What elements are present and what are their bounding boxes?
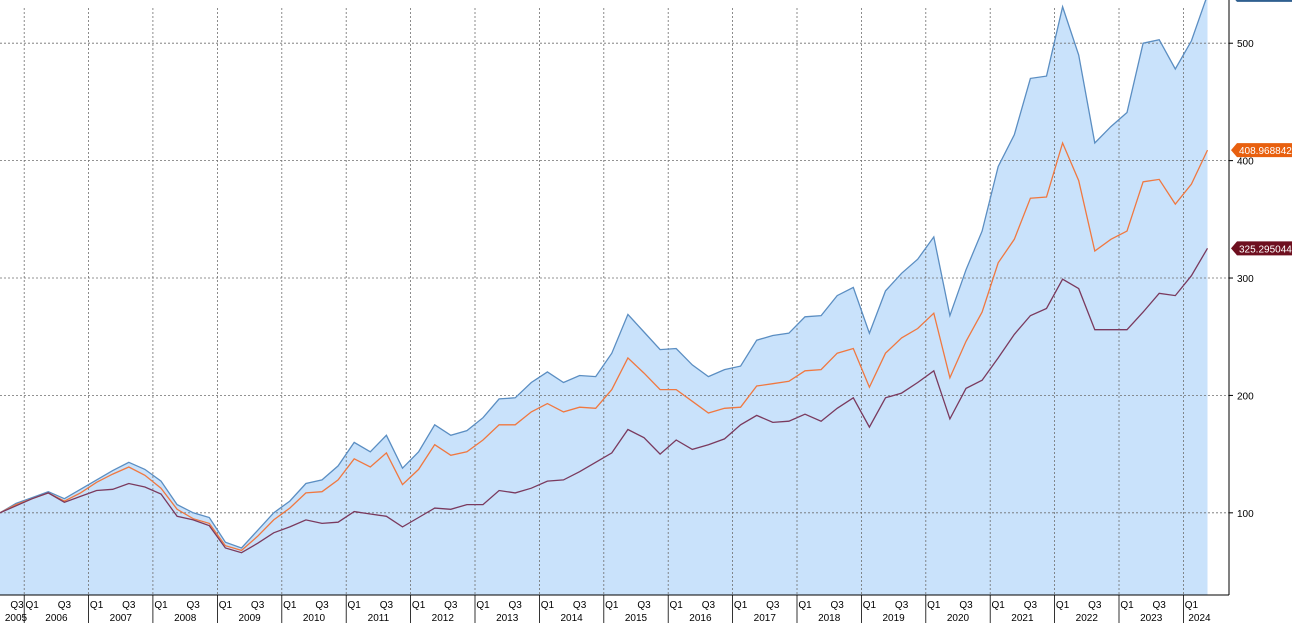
x-year-label: 2007 [110, 613, 133, 623]
x-quarter-label: Q3 [895, 600, 909, 611]
x-quarter-label: Q3 [251, 600, 265, 611]
series-1-line [0, 0, 1207, 549]
x-year-label: 2020 [947, 613, 970, 623]
area-fill-layer [0, 0, 1208, 595]
x-quarter-label: Q1 [476, 600, 490, 611]
x-quarter-label: Q1 [283, 600, 297, 611]
x-quarter-label: Q1 [219, 600, 233, 611]
x-quarter-label: Q1 [927, 600, 941, 611]
x-year-label: 2010 [303, 613, 326, 623]
y-tick-label: 200 [1237, 391, 1254, 402]
x-quarter-label: Q3 [702, 600, 716, 611]
last-value-badge [1231, 241, 1292, 256]
y-tick-label: 100 [1237, 509, 1254, 520]
series-2-line [0, 141, 1209, 552]
y-tick-label: 300 [1237, 274, 1254, 285]
x-quarter-label: Q1 [154, 600, 168, 611]
x-year-label: 2022 [1076, 613, 1099, 623]
last-value-labels: 541.165466 408.968842 325.295044 [1231, 0, 1292, 256]
grid-layer [0, 8, 1229, 595]
last-value-text: 541.165466 [1239, 0, 1292, 2]
x-quarter-label: Q1 [412, 600, 426, 611]
x-year-label: 2011 [368, 613, 390, 623]
x-year-label: 2017 [754, 613, 777, 623]
x-quarter-label: Q3 [1153, 600, 1167, 611]
x-year-label: 2006 [45, 613, 68, 623]
x-quarter-label: Q3 [766, 600, 780, 611]
last-value-text: 408.968842 [1239, 146, 1292, 157]
y-tick-label: 400 [1237, 157, 1254, 168]
x-quarter-label: Q1 [734, 600, 748, 611]
series-lines [0, 0, 1209, 554]
x-quarter-label: Q3 [509, 600, 523, 611]
series-1-area [0, 0, 1208, 595]
series-3-line [0, 247, 1209, 554]
x-year-label: 2018 [818, 613, 841, 623]
x-year-label: 2021 [1011, 613, 1034, 623]
x-quarter-label: Q3 [831, 600, 845, 611]
x-quarter-label: Q1 [605, 600, 619, 611]
x-quarter-label: Q1 [1056, 600, 1070, 611]
x-year-label: 2013 [496, 613, 519, 623]
x-quarter-label: Q1 [26, 600, 40, 611]
x-quarter-label: Q1 [1120, 600, 1134, 611]
x-quarter-label: Q3 [58, 600, 72, 611]
x-quarter-label: Q3 [10, 600, 24, 611]
x-year-label: 2008 [174, 613, 197, 623]
x-quarter-label: Q3 [637, 600, 651, 611]
x-quarter-label: Q1 [541, 600, 555, 611]
x-year-label: 2015 [625, 613, 648, 623]
x-quarter-label: Q3 [1024, 600, 1038, 611]
x-quarter-label: Q3 [187, 600, 201, 611]
x-quarter-label: Q3 [315, 600, 329, 611]
x-year-label: 2009 [238, 613, 261, 623]
x-quarter-label: Q1 [1185, 600, 1199, 611]
x-year-label: 2005 [5, 613, 28, 623]
x-quarter-label: Q3 [959, 600, 973, 611]
x-year-label: 2023 [1140, 613, 1163, 623]
x-quarter-label: Q1 [992, 600, 1006, 611]
x-quarter-label: Q3 [573, 600, 587, 611]
x-year-label: 2024 [1188, 613, 1211, 623]
x-quarter-label: Q1 [798, 600, 812, 611]
x-year-label: 2019 [882, 613, 905, 623]
y-tick-label: 500 [1237, 39, 1254, 50]
x-quarter-label: Q3 [122, 600, 136, 611]
x-quarter-label: Q3 [444, 600, 458, 611]
x-quarter-label: Q3 [380, 600, 394, 611]
x-quarter-label: Q1 [863, 600, 877, 611]
x-quarter-label: Q3 [1088, 600, 1102, 611]
x-year-label: 2012 [432, 613, 455, 623]
x-quarter-label: Q1 [670, 600, 684, 611]
last-value-badge [1231, 143, 1292, 158]
last-value-text: 325.295044 [1239, 244, 1292, 255]
x-quarter-label: Q1 [348, 600, 362, 611]
x-year-label: 2014 [560, 613, 583, 623]
x-quarter-label: Q1 [90, 600, 104, 611]
last-value-badge [1235, 0, 1292, 2]
x-year-label: 2016 [689, 613, 712, 623]
